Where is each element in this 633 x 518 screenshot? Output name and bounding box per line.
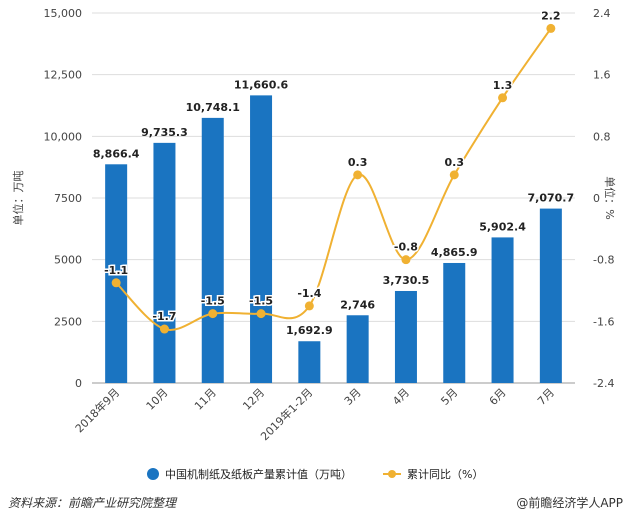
line-series bbox=[115, 27, 552, 331]
y-left-tick: 10,000 bbox=[44, 130, 83, 143]
y-left-tick: 5000 bbox=[54, 254, 82, 267]
bar-label: 1,692.9 bbox=[286, 324, 333, 337]
line-point bbox=[256, 309, 266, 319]
bar-label: 11,660.6 bbox=[234, 78, 289, 91]
line-point bbox=[111, 278, 121, 288]
line-label: 1.3 bbox=[493, 79, 513, 92]
legend-bar-label: 中国机制纸及纸板产量累计值（万吨） bbox=[165, 467, 352, 481]
bar-label: 5,902.4 bbox=[479, 220, 526, 233]
line-label: 2.2 bbox=[541, 9, 561, 22]
credit: @前瞻经济学人APP bbox=[516, 496, 623, 510]
bar bbox=[394, 290, 417, 383]
bar bbox=[105, 164, 128, 383]
y-right-tick: 0 bbox=[593, 192, 600, 205]
line-point bbox=[353, 170, 363, 180]
line-point bbox=[546, 23, 556, 33]
bar-label: 3,730.5 bbox=[383, 274, 430, 287]
y-right-tick: 0.8 bbox=[593, 130, 611, 143]
y-right-tick: -0.8 bbox=[593, 254, 614, 267]
x-tick: 3月 bbox=[342, 386, 364, 408]
y-left-label: 单位：万吨 bbox=[11, 171, 25, 226]
bar bbox=[250, 95, 273, 384]
y-right-tick: 2.4 bbox=[593, 7, 611, 20]
legend-line-dot bbox=[388, 470, 396, 478]
y-left-tick: 15,000 bbox=[44, 7, 83, 20]
line-point bbox=[401, 255, 411, 265]
legend-line-label: 累计同比（%） bbox=[407, 468, 483, 481]
bar bbox=[153, 142, 176, 383]
line-label: -1.5 bbox=[201, 295, 225, 308]
line-label: 0.3 bbox=[348, 156, 368, 169]
y-right-tick: -1.6 bbox=[593, 315, 614, 328]
bar-label: 4,865.9 bbox=[431, 246, 478, 259]
line-point bbox=[498, 93, 508, 103]
bar-label: 7,070.7 bbox=[528, 192, 575, 205]
bar bbox=[539, 208, 562, 383]
bar bbox=[201, 117, 224, 384]
bar-label: 2,746 bbox=[340, 298, 375, 311]
bar bbox=[443, 262, 466, 383]
x-tick: 2018年9月 bbox=[72, 385, 122, 435]
y-left-tick: 2500 bbox=[54, 315, 82, 328]
y-right-tick: 1.6 bbox=[593, 69, 611, 82]
line-label: -1.4 bbox=[297, 287, 321, 300]
bar-label: 10,748.1 bbox=[186, 101, 240, 114]
y-left-tick: 12,500 bbox=[44, 69, 83, 82]
x-tick: 4月 bbox=[390, 386, 412, 408]
line-point bbox=[304, 301, 314, 311]
line-point bbox=[449, 170, 459, 180]
bar bbox=[298, 341, 321, 383]
x-tick: 11月 bbox=[192, 386, 219, 413]
source-note: 资料来源：前瞻产业研究院整理 bbox=[8, 496, 177, 510]
line-label: -1.1 bbox=[104, 264, 128, 277]
bar bbox=[346, 315, 369, 383]
line-label: 0.3 bbox=[445, 156, 465, 169]
bar-label: 9,735.3 bbox=[141, 126, 188, 139]
line-label: -1.7 bbox=[152, 310, 176, 323]
x-tick: 5月 bbox=[438, 386, 460, 408]
bar-label: 8,866.4 bbox=[93, 147, 140, 160]
x-tick: 12月 bbox=[240, 386, 267, 413]
x-tick: 2019年1-2月 bbox=[258, 385, 316, 443]
y-right-label: 单位：% bbox=[603, 176, 617, 219]
line-point bbox=[208, 309, 218, 319]
y-right-tick: -2.4 bbox=[593, 377, 614, 390]
line-label: -1.5 bbox=[249, 295, 273, 308]
y-left-tick: 7500 bbox=[54, 192, 82, 205]
bar bbox=[491, 237, 514, 383]
line-point bbox=[159, 324, 169, 334]
x-tick: 10月 bbox=[144, 386, 171, 413]
legend-bar-marker bbox=[147, 468, 159, 480]
y-left-tick: 0 bbox=[75, 377, 82, 390]
x-tick: 6月 bbox=[487, 386, 509, 408]
x-tick: 7月 bbox=[535, 386, 557, 408]
line-label: -0.8 bbox=[394, 241, 418, 254]
